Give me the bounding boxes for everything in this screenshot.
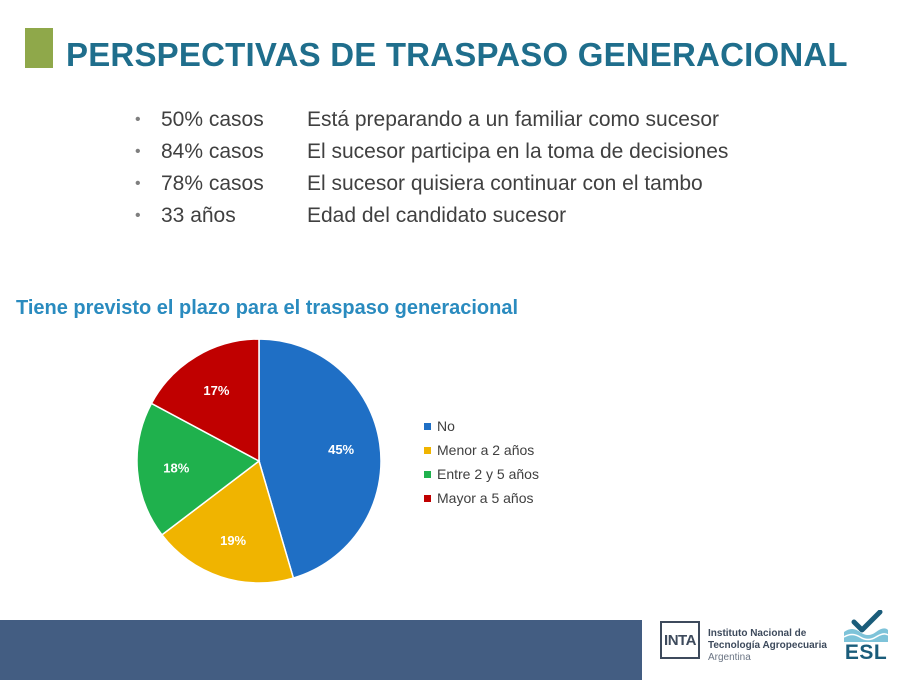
pie-data-label-entre-2-5: 18% <box>163 461 189 476</box>
chart-title: Tiene previsto el plazo para el traspaso… <box>16 297 519 319</box>
chart-legend: No Menor a 2 años Entre 2 y 5 años Mayor… <box>424 414 539 510</box>
bullet-icon: • <box>135 143 141 160</box>
bullet-item: • 33 años Edad del candidato sucesor <box>135 200 728 232</box>
bullet-text: El sucesor quisiera continuar con el tam… <box>307 172 703 195</box>
pie-data-label-mayor-5: 17% <box>203 383 229 398</box>
legend-label: Mayor a 5 años <box>437 490 534 506</box>
bullet-key: 50% casos <box>161 108 264 131</box>
inta-name-line2: Tecnología Agropecuaria <box>708 640 827 651</box>
pie-chart: 45% 19% 18% 17% <box>136 338 382 584</box>
bullet-text: Está preparando a un familiar como suces… <box>307 108 720 131</box>
pie-slice-mayor-5 <box>150 338 260 463</box>
legend-item-menor-2: Menor a 2 años <box>424 438 539 462</box>
legend-swatch <box>424 446 431 454</box>
bullet-text: El sucesor participa en la toma de decis… <box>307 140 729 163</box>
bullet-icon: • <box>135 207 141 224</box>
esl-logo: ESL <box>838 610 894 674</box>
accent-square <box>25 28 53 68</box>
legend-label: Menor a 2 años <box>437 442 535 458</box>
bullet-item: • 50% casos Está preparando a un familiar … <box>135 104 728 136</box>
bullet-item: • 78% casos El sucesor quisiera continuar … <box>135 168 728 200</box>
slide-title: PERSPECTIVAS DE TRASPASO GENERACIONAL <box>66 36 848 73</box>
legend-swatch <box>424 470 431 478</box>
inta-logo: INTA <box>660 621 700 659</box>
legend-item-entre-2-5: Entre 2 y 5 años <box>424 462 539 486</box>
checkmark-wave-icon <box>843 610 889 642</box>
bullet-icon: • <box>135 111 141 128</box>
esl-logo-text: ESL <box>844 641 888 664</box>
inta-name-line3: Argentina <box>708 652 751 663</box>
legend-item-no: No <box>424 414 539 438</box>
bullet-key: 33 años <box>161 204 236 227</box>
bullet-key: 84% casos <box>161 140 264 163</box>
bullet-key: 78% casos <box>161 172 264 195</box>
legend-swatch <box>424 422 431 430</box>
legend-label: No <box>437 418 455 434</box>
bullet-list: • 50% casos Está preparando a un familiar … <box>135 104 728 232</box>
pie-slice-entre-2-5 <box>136 402 261 536</box>
bullet-item: • 84% casos El sucesor participa en la tom… <box>135 136 728 168</box>
pie-slice-no <box>258 338 382 579</box>
pie-slice-menor-2 <box>160 459 295 584</box>
inta-name-line1: Instituto Nacional de <box>708 628 807 639</box>
legend-label: Entre 2 y 5 años <box>437 466 539 482</box>
legend-item-mayor-5: Mayor a 5 años <box>424 486 539 510</box>
bullet-text: Edad del candidato sucesor <box>307 204 567 227</box>
footer-bar <box>0 620 642 680</box>
inta-name: Instituto Nacional de Tecnología Agropec… <box>708 628 827 664</box>
pie-data-label-menor-2: 19% <box>220 533 246 548</box>
legend-swatch <box>424 494 431 502</box>
pie-data-label-no: 45% <box>328 442 354 457</box>
bullet-icon: • <box>135 175 141 192</box>
